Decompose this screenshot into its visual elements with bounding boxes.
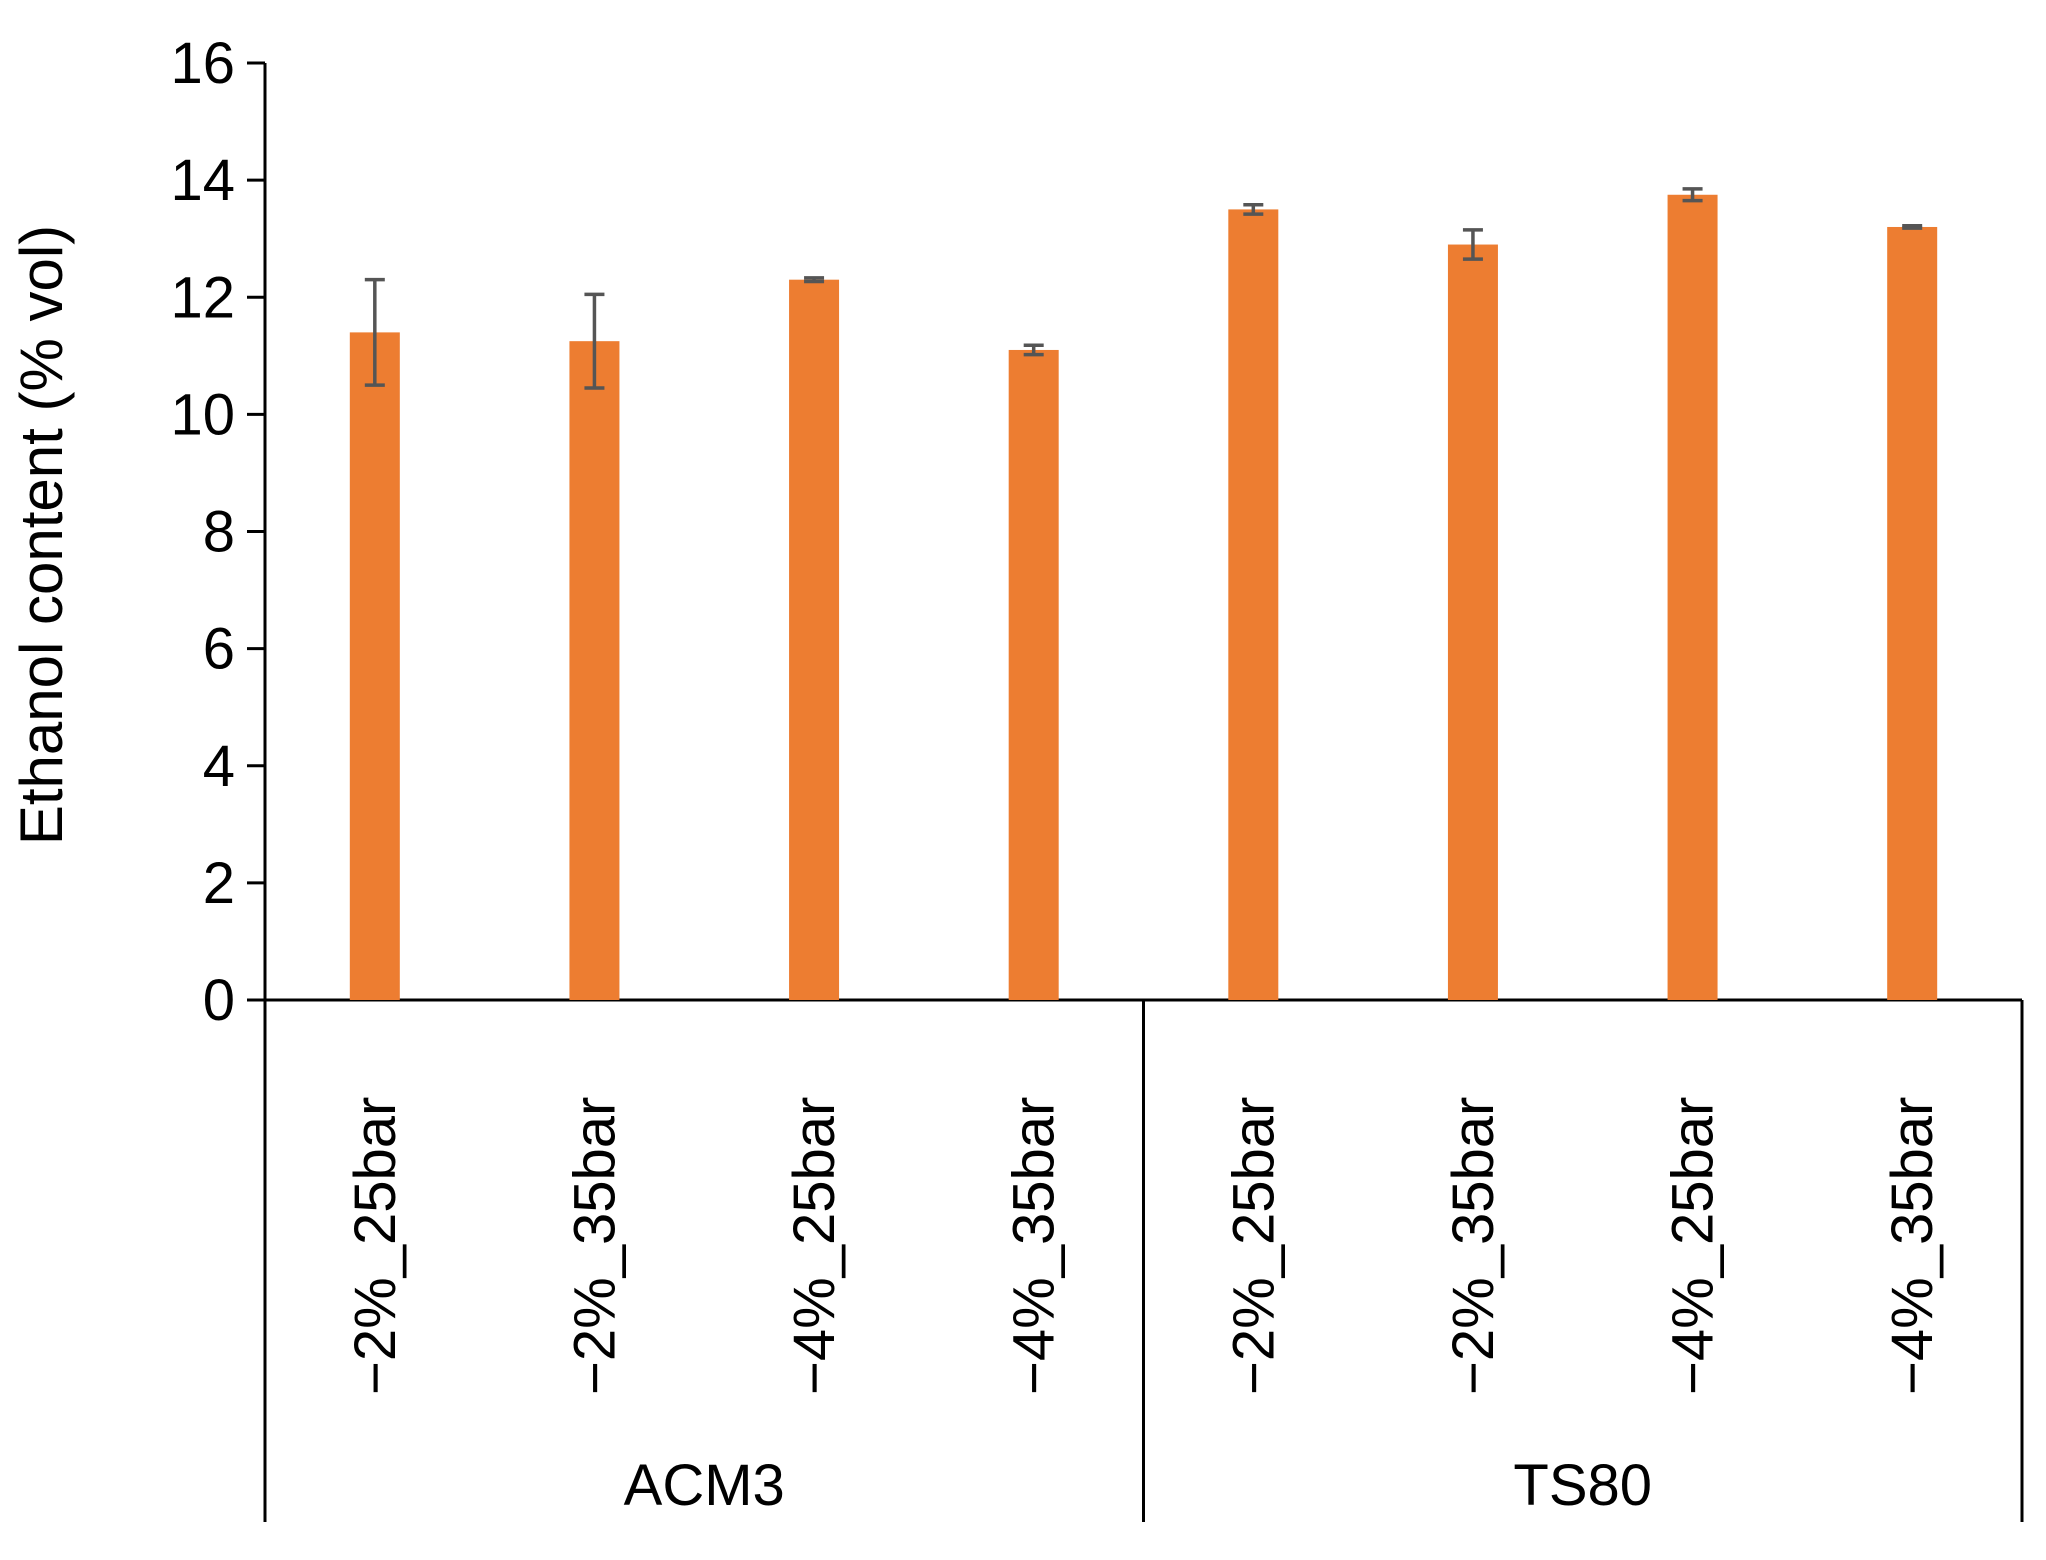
axis-labels: Ethanol content (% vol) 0 2 4 6 8 10 12 14 16 −2%… [8, 31, 1945, 1518]
y-tick-label: 2 [203, 851, 235, 916]
y-tick-label: 0 [203, 968, 235, 1033]
group-label: ACM3 [624, 1453, 785, 1518]
y-tick-label: 14 [170, 148, 235, 213]
axes [247, 61, 2024, 1522]
category-label: −2%_35bar [1441, 1097, 1506, 1395]
bar [1887, 226, 1938, 1001]
bars [349, 194, 1938, 1001]
category-label: −2%_35bar [562, 1097, 627, 1395]
y-tick-label: 6 [203, 617, 235, 682]
bar [789, 279, 840, 1000]
category-label: −2%_25bar [343, 1097, 408, 1395]
bar [1667, 194, 1718, 1000]
category-label: −4%_25bar [1661, 1097, 1726, 1395]
group-label: TS80 [1513, 1453, 1652, 1518]
bar [1447, 244, 1498, 1000]
y-tick-label: 12 [170, 265, 235, 330]
y-tick-label: 8 [203, 500, 235, 565]
y-tick-label: 10 [170, 382, 235, 447]
y-tick-label: 4 [203, 734, 235, 799]
y-tick-label: 16 [170, 31, 235, 96]
category-label: −4%_35bar [1002, 1097, 1067, 1395]
category-label: −4%_25bar [782, 1097, 847, 1395]
category-label: −4%_35bar [1880, 1097, 1945, 1395]
category-label: −2%_25bar [1221, 1097, 1286, 1395]
bar [1008, 349, 1059, 1000]
error-bars [364, 187, 1923, 390]
bar [1228, 209, 1279, 1000]
bar [349, 332, 400, 1000]
bar [569, 341, 620, 1000]
y-axis-title: Ethanol content (% vol) [8, 225, 75, 845]
